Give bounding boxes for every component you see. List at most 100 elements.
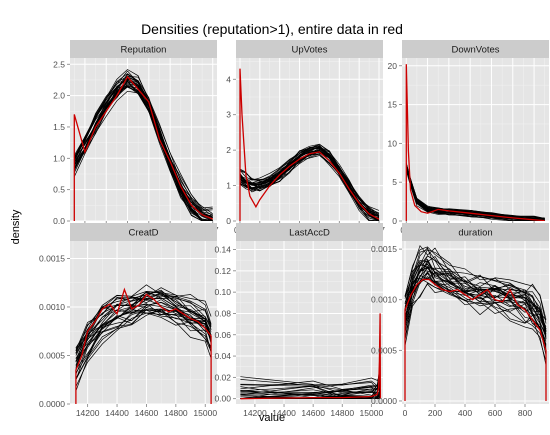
y-tick-label: 0.0010 — [39, 302, 65, 312]
x-tick-label: 14400 — [272, 408, 296, 418]
strip-label: LastAccD — [289, 228, 330, 239]
sample-density-line — [239, 153, 379, 221]
strip-background — [402, 223, 549, 241]
sample-density-line — [404, 272, 547, 338]
y-tick-label: 0 — [392, 216, 397, 226]
y-tick-label: 0.0005 — [371, 345, 397, 355]
panel-lastaccd: LastAccD 0.00 0.02 0.04 0.06 0.08 0.10 0.12 0.14… — [214, 223, 383, 418]
sample-density-line — [404, 244, 547, 335]
sample-density-line — [404, 249, 547, 334]
sample-density-line — [404, 246, 547, 332]
y-tick-label: 0.06 — [214, 330, 231, 340]
y-tick-label: 0.0015 — [371, 244, 397, 254]
sample-density-line — [75, 309, 212, 375]
y-tick-label: 2 — [226, 145, 231, 155]
sample-density-line — [75, 292, 212, 359]
panel-reputation: Reputation0.00.51.01.52.02.50.10.20.30.4… — [53, 40, 219, 235]
strip-label: duration — [458, 228, 492, 239]
sample-density-line — [404, 259, 547, 331]
entire-data-density-line — [239, 68, 380, 221]
y-tick-label: 4 — [226, 74, 231, 84]
y-tick-label: 1.0 — [53, 153, 65, 163]
sample-density-line — [73, 69, 213, 212]
y-tick-label: 0.0015 — [39, 253, 65, 263]
y-tick-label: 2.0 — [53, 91, 65, 101]
y-tick-label: 0.0010 — [371, 295, 397, 305]
chart-title: Densities (reputation>1), entire data in… — [141, 21, 403, 37]
sample-lines — [404, 244, 547, 366]
strip-background — [236, 40, 383, 58]
entire-data-density-line — [405, 64, 545, 221]
entire-data-density-line — [404, 278, 547, 401]
y-tick-label: 0.0000 — [39, 399, 65, 409]
plot-background — [402, 58, 549, 221]
y-tick-label: 0.02 — [214, 372, 231, 382]
x-tick-label: 600 — [488, 408, 502, 418]
x-tick-label: 15000 — [360, 408, 384, 418]
x-tick-label: 14200 — [76, 408, 100, 418]
sample-density-line — [75, 291, 212, 366]
panel-downvotes: DownVotes051015200.00.10.20.30.40.50.6 — [388, 40, 549, 235]
strip-label: Reputation — [121, 45, 167, 56]
panels-layer: Reputation0.00.51.01.52.02.50.10.20.30.4… — [39, 40, 549, 418]
strip-label: CreatD — [128, 228, 158, 239]
plot-background — [70, 58, 217, 221]
y-tick-label: 20 — [388, 61, 398, 71]
sample-density-line — [404, 256, 547, 338]
entire-data-density-line — [75, 287, 212, 404]
strip-label: UpVotes — [292, 45, 328, 56]
y-tick-label: 0.04 — [214, 351, 231, 361]
sample-density-line — [239, 151, 380, 221]
sample-density-line — [75, 309, 212, 392]
strip-background — [402, 40, 549, 58]
x-axis-title: value — [259, 412, 285, 424]
sample-density-line — [404, 260, 547, 346]
sample-density-line — [75, 291, 212, 348]
y-tick-label: 15 — [388, 100, 398, 110]
x-tick-label: 0 — [403, 408, 408, 418]
y-axis-title: density — [10, 209, 22, 244]
strip-background — [70, 40, 217, 58]
sample-density-line — [73, 84, 213, 221]
x-tick-label: 14800 — [330, 408, 354, 418]
y-tick-label: 10 — [388, 138, 398, 148]
x-tick-label: 14600 — [135, 408, 159, 418]
panel-creatd: CreatD 0.0000 0.0005 0.0010 0.0015 14200 14400… — [39, 223, 217, 418]
sample-density-line — [404, 263, 547, 327]
plot-background — [236, 241, 383, 404]
y-tick-label: 0.0000 — [371, 396, 397, 406]
entire-data-density-line — [73, 75, 213, 221]
y-tick-label: 3 — [226, 110, 231, 120]
x-tick-label: 400 — [458, 408, 472, 418]
sample-density-line — [239, 143, 380, 217]
y-tick-label: 0.08 — [214, 308, 231, 318]
x-tick-label: 14800 — [164, 408, 188, 418]
x-tick-label: 14600 — [301, 408, 325, 418]
sample-density-line — [405, 166, 545, 221]
y-tick-label: 0.12 — [214, 266, 231, 276]
y-tick-label: 0.14 — [214, 245, 231, 255]
x-tick-label: 14400 — [105, 408, 129, 418]
x-tick-label: 200 — [428, 408, 442, 418]
panel-duration: duration 0.0000 0.0005 0.0010 0.0015 0 200 400 6… — [371, 223, 549, 418]
strip-background — [70, 223, 217, 241]
y-tick-label: 2.5 — [53, 59, 65, 69]
sample-density-line — [240, 335, 381, 396]
y-tick-label: 0.10 — [214, 287, 231, 297]
sample-density-line — [239, 150, 380, 221]
strip-label: DownVotes — [451, 45, 499, 56]
x-tick-label: 14200 — [243, 408, 267, 418]
panel-upvotes: UpVotes012340.00.10.20.30.40.50.60.7 — [226, 40, 385, 235]
y-tick-label: 0.0005 — [39, 350, 65, 360]
sample-density-line — [75, 303, 212, 359]
y-tick-label: 0.00 — [214, 394, 231, 404]
y-tick-label: 1 — [226, 181, 231, 191]
x-tick-label: 15000 — [193, 408, 217, 418]
sample-density-line — [405, 165, 545, 219]
sample-density-line — [404, 263, 547, 348]
strip-background — [236, 223, 383, 241]
sample-density-line — [239, 153, 380, 221]
y-tick-label: 5 — [392, 177, 397, 187]
sample-density-line — [404, 270, 547, 321]
